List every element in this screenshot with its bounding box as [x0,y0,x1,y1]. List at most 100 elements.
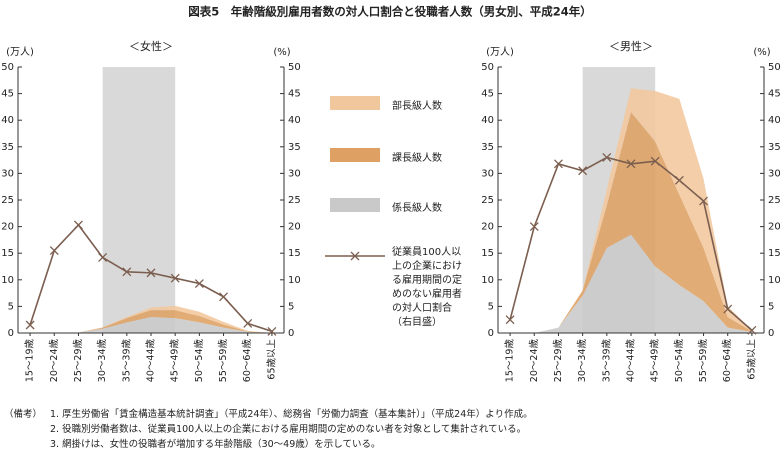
y-tick-label: 35 [1,142,14,153]
legend-label: 従業員100人以上の企業における雇用期間の定めのない雇用者の対人口割合（右目盛） [392,247,462,328]
y2-tick-label: 35 [768,142,780,153]
y-tick-label: 20 [481,222,494,233]
y-tick-label: 30 [1,168,14,179]
line-marker [219,292,229,302]
line-marker [626,159,636,169]
y2-tick-label: 5 [768,301,774,312]
line-marker [578,166,588,176]
y-tick-label: 5 [488,301,494,312]
y2-tick-label: 30 [288,168,301,179]
y2-tick-label: 25 [768,195,780,206]
y-tick-label: 40 [1,115,14,126]
line-marker [529,222,539,232]
line-marker [49,246,59,255]
y2-tick-label: 5 [288,301,294,312]
y-tick-label: 50 [481,62,494,73]
line-marker [98,252,108,262]
area [510,112,752,333]
y-axis-label: (万人) [486,46,514,58]
x-tick-label: 25～29歳 [72,339,84,383]
legend-label: 係長級人数 [392,203,442,214]
y2-tick-label: 50 [768,62,780,73]
area [30,317,272,333]
x-tick-label: 15～19歳 [24,339,36,383]
y2-axis-label: (%) [753,47,770,58]
y-tick-label: 20 [1,222,14,233]
area [510,234,752,333]
line-marker [650,156,660,166]
line-marker [73,220,83,230]
area [30,310,272,333]
y-tick-label: 45 [481,89,494,100]
line-marker [674,175,684,185]
line-marker [122,267,132,277]
chart-title: 図表5 年齢階級別雇用者数の対人口割合と役職者人数（男女別、平成24年） [188,5,592,19]
y-tick-label: 50 [1,62,14,73]
x-tick-label: 45～49歳 [169,339,181,383]
y-tick-label: 0 [8,328,14,339]
y2-tick-label: 15 [288,248,301,259]
line-marker [25,320,35,330]
legend-label: 部長級人数 [392,101,442,112]
x-tick-label: 20～24歳 [528,339,540,383]
x-tick-label: 40～44歳 [625,339,637,383]
y2-tick-label: 0 [288,328,294,339]
y-tick-label: 15 [481,248,494,259]
y2-tick-label: 10 [768,275,780,286]
note: 3. 網掛けは、女性の役職者が増加する年齢階級（30～49歳）を示している。 [50,439,381,449]
line-marker [350,251,360,261]
x-tick-label: 55～59歳 [217,339,229,383]
x-tick-label: 40～44歳 [145,339,157,383]
y2-tick-label: 0 [768,328,774,339]
y-tick-label: 10 [1,275,14,286]
y2-tick-label: 20 [768,222,780,233]
y2-tick-label: 40 [768,115,780,126]
x-tick-label: 55～59歳 [697,339,709,383]
line-marker [243,318,253,328]
y-tick-label: 25 [481,195,494,206]
notes-label: （備考） [4,409,43,420]
x-tick-label: 15～19歳 [504,339,516,383]
legend-swatch [330,96,380,110]
y2-tick-label: 15 [768,248,780,259]
y-tick-label: 25 [1,195,14,206]
line-marker [747,325,757,335]
y2-tick-label: 10 [288,275,301,286]
y-tick-label: 45 [1,89,14,100]
line-marker [602,152,612,162]
y-tick-label: 15 [1,248,14,259]
y2-tick-label: 45 [288,89,301,100]
x-tick-label: 20～24歳 [48,339,60,383]
x-tick-label: 60～64歳 [241,339,253,383]
y2-tick-label: 30 [768,168,780,179]
y2-tick-label: 50 [288,62,301,73]
x-tick-label: 65歳以上 [265,339,277,380]
legend-swatch [330,148,380,162]
y2-tick-label: 25 [288,195,301,206]
line-marker [699,196,709,206]
y-tick-label: 10 [481,275,494,286]
note: 2. 役職別労働者数は、従業員100人以上の企業における雇用期間の定めのない者を… [50,424,527,435]
y-tick-label: 30 [481,168,494,179]
y2-tick-label: 40 [288,115,301,126]
y-tick-label: 5 [8,301,14,312]
x-tick-label: 30～34歳 [96,339,108,383]
area [510,88,752,333]
line-marker [194,279,204,288]
line-marker [553,159,563,169]
note: 1. 厚生労働省「賃金構造基本統計調査」（平成24年）、総務省「労働力調査（基本… [50,409,533,420]
y2-tick-label: 35 [288,142,301,153]
y2-tick-label: 20 [288,222,301,233]
shaded-band [102,67,176,333]
x-tick-label: 35～39歳 [120,339,132,383]
x-tick-label: 50～54歳 [673,339,685,383]
x-tick-label: 25～29歳 [552,339,564,383]
panel-title: ＜女性＞ [129,39,173,53]
line-marker [170,273,180,283]
x-tick-label: 50～54歳 [193,339,205,383]
legend-label: 課長級人数 [392,153,442,164]
x-tick-label: 60～64歳 [721,339,733,383]
x-tick-label: 35～39歳 [600,339,612,383]
